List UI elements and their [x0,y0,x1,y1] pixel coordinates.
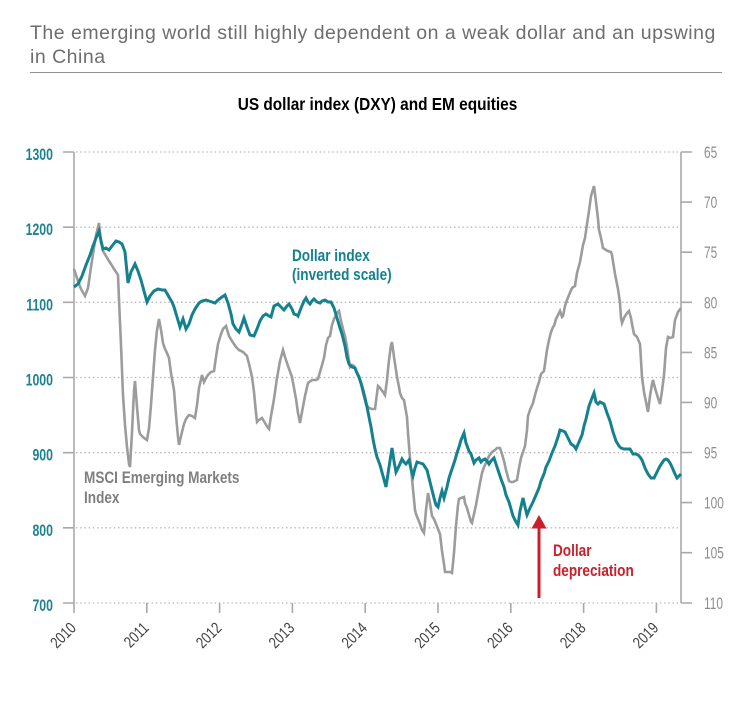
svg-text:The emerging world still highl: The emerging world still highly dependen… [30,22,716,44]
svg-text:90: 90 [704,394,717,413]
svg-text:depreciation: depreciation [553,562,634,581]
svg-text:1300: 1300 [26,146,53,164]
svg-text:110: 110 [704,595,723,614]
svg-text:100: 100 [704,495,724,514]
svg-text:MSCI Emerging Markets: MSCI Emerging Markets [84,469,240,488]
svg-text:Dollar index: Dollar index [292,247,370,266]
svg-text:US dollar index (DXY) and EM e: US dollar index (DXY) and EM equities [238,95,518,114]
svg-text:(inverted scale): (inverted scale) [292,266,392,285]
svg-text:1200: 1200 [26,221,53,239]
svg-text:95: 95 [704,445,717,464]
svg-text:105: 105 [704,545,724,564]
svg-text:80: 80 [704,294,717,313]
svg-text:1100: 1100 [26,297,53,315]
svg-text:75: 75 [704,244,717,263]
svg-text:Index: Index [84,489,120,508]
svg-text:70: 70 [704,194,717,213]
svg-text:in China: in China [30,46,106,68]
svg-text:700: 700 [32,597,53,615]
svg-text:900: 900 [32,447,53,465]
svg-text:65: 65 [704,144,717,163]
svg-text:85: 85 [704,344,717,363]
svg-text:1000: 1000 [26,372,53,390]
svg-text:Dollar: Dollar [553,542,592,561]
svg-text:800: 800 [32,522,53,540]
